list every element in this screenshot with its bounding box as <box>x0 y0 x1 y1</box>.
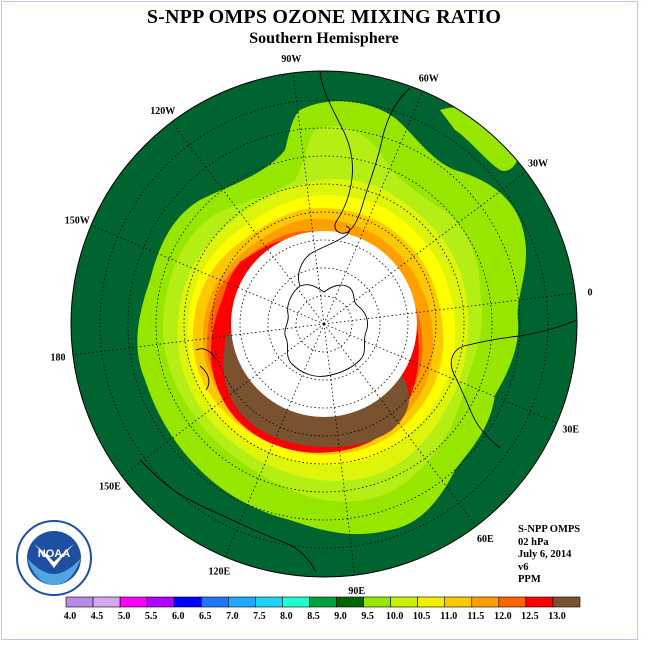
south-america-coastline <box>319 71 411 234</box>
colorbar-label: 8.0 <box>280 611 293 622</box>
australia-coastline <box>139 459 317 573</box>
colorbar-label: 9.0 <box>334 611 347 622</box>
info-panel: S-NPP OMPS 02 hPa July 6, 2014 v6 PPM <box>518 524 580 587</box>
colorbar-label: 6.0 <box>172 611 185 622</box>
info-level: 02 hPa <box>518 536 549 548</box>
latitude-grid <box>99 99 549 549</box>
colorbar-label: 4.0 <box>64 611 77 622</box>
antarctica-coastline <box>284 284 369 377</box>
noaa-logo-text: NOAA <box>38 548 70 560</box>
noaa-logo: NOAA <box>16 520 92 596</box>
meridian-label: 30W <box>528 159 548 170</box>
meridian-label: 180 <box>50 353 65 364</box>
colorbar-swatch <box>173 596 202 608</box>
colorbar-swatch <box>498 596 527 608</box>
meridian-label: 0 <box>588 287 593 298</box>
map-boundary <box>70 70 578 578</box>
meridian-label: 30E <box>562 425 579 436</box>
meridian-label: 90E <box>348 586 365 597</box>
page-subtitle: Southern Hemisphere <box>249 30 399 47</box>
meridian-labels: 90W 60W 30W 0 30E 60E 90E 120E 150E 180 150W 120W <box>50 54 592 597</box>
colorbar-label: 7.5 <box>253 611 266 622</box>
meridian-label: 90W <box>281 54 301 65</box>
colorbar: 4.0 4.5 5.0 5.5 6.0 6.5 7.0 7.5 8.0 8.5 9.0 9.5 10.0… <box>64 596 581 622</box>
colorbar-swatch <box>119 596 148 608</box>
info-instrument: S-NPP OMPS <box>518 524 581 535</box>
colorbar-label: 8.5 <box>307 611 320 622</box>
colorbar-swatch <box>417 596 446 608</box>
colorbar-swatch <box>255 596 283 608</box>
colorbar-label: 12.0 <box>494 611 512 622</box>
colorbar-swatch <box>282 596 310 608</box>
colorbar-label: 11.5 <box>467 611 484 622</box>
colorbar-label: 7.0 <box>226 611 239 622</box>
colorbar-label: 10.0 <box>386 611 404 622</box>
ozone-field <box>71 71 577 577</box>
colorbar-label: 10.5 <box>413 611 431 622</box>
colorbar-swatch <box>525 596 554 608</box>
colorbar-label: 12.5 <box>521 611 539 622</box>
colorbar-label: 5.5 <box>145 611 158 622</box>
colorbar-label: 11.0 <box>440 611 457 622</box>
colorbar-label: 9.5 <box>361 611 374 622</box>
info-version: v6 <box>518 561 529 573</box>
colorbar-swatch <box>146 596 175 608</box>
africa-coastline <box>450 319 577 449</box>
info-units: PPM <box>518 574 541 585</box>
contour-9-0-ne <box>440 107 519 171</box>
colorbar-swatch <box>552 596 581 608</box>
colorbar-label: 5.0 <box>118 611 131 622</box>
plot-frame <box>1 1 638 640</box>
colorbar-swatch <box>65 596 94 608</box>
meridian-label: 150W <box>65 215 90 226</box>
colorbar-swatch <box>471 596 500 608</box>
colorbar-swatch <box>336 596 364 608</box>
colorbar-swatch <box>363 596 391 608</box>
meridian-label: 120E <box>208 567 230 578</box>
meridian-label: 120W <box>150 106 175 117</box>
meridian-label: 60W <box>419 73 439 84</box>
info-date: July 6, 2014 <box>518 549 572 560</box>
colorbar-swatch <box>200 596 229 608</box>
colorbar-swatch <box>444 596 473 608</box>
colorbar-label: 4.5 <box>91 611 104 622</box>
colorbar-swatch <box>228 596 256 608</box>
new-zealand-coastline <box>195 348 217 391</box>
page-title: S-NPP OMPS OZONE MIXING RATIO <box>146 6 502 28</box>
colorbar-label: 13.0 <box>548 611 566 622</box>
meridian-label: 150E <box>99 481 121 492</box>
colorbar-swatch <box>390 596 418 608</box>
colorbar-swatch <box>309 596 337 608</box>
colorbar-label: 6.5 <box>199 611 212 622</box>
colorbar-swatch <box>92 596 121 608</box>
meridian-label: 60E <box>477 534 494 545</box>
